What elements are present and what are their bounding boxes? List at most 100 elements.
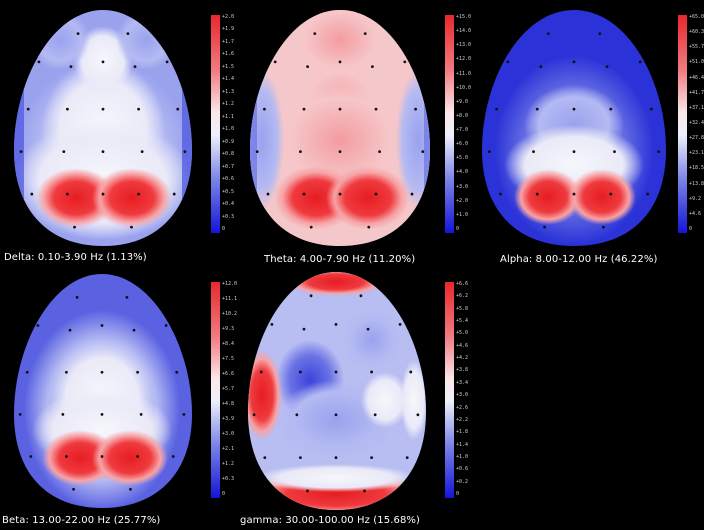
electrode-dot xyxy=(572,192,576,196)
electrode-dot xyxy=(101,192,105,196)
colorbar-tick-label: +7.0 xyxy=(456,127,469,134)
electrode-dot xyxy=(255,150,259,154)
colorbar-tick-label: +65.0 xyxy=(689,14,704,20)
colorbar-tick-label: +3.0 xyxy=(456,392,469,399)
colorbar-tick-label: +0.7 xyxy=(222,163,235,170)
beta-colorbar xyxy=(211,282,220,498)
electrode-dot xyxy=(338,192,342,196)
electrode-dot xyxy=(36,324,40,327)
colorbar-tick-label: +2.6 xyxy=(456,404,469,411)
colorbar-tick-label: +2.0 xyxy=(222,14,235,20)
electrode-dot xyxy=(29,455,33,458)
colorbar-tick-label: +1.4 xyxy=(222,76,235,83)
electrode-dot xyxy=(302,327,306,331)
electrode-dot xyxy=(130,225,133,229)
colorbar-tick-label: +0.4 xyxy=(222,201,235,208)
colorbar-tick-label: +1.0 xyxy=(456,453,469,460)
electrode-dot xyxy=(19,150,23,154)
electrode-dot xyxy=(37,60,41,64)
electrode-dot xyxy=(367,225,371,229)
theta-topomap xyxy=(250,10,430,246)
colorbar-tick-label: +6.6 xyxy=(456,281,469,287)
electrode-dot xyxy=(370,456,373,460)
electrode-dot xyxy=(649,107,653,111)
colorbar-tick-label: +0.6 xyxy=(222,176,235,183)
electrode-dot xyxy=(363,489,366,493)
colorbar-tick-label: +1.0 xyxy=(222,126,235,133)
colorbar-tick-label: +32.4 xyxy=(689,120,704,126)
electrode-dot xyxy=(374,192,378,196)
electrode-dot xyxy=(66,192,69,196)
colorbar-tick-label: +4.2 xyxy=(456,355,469,362)
colorbar-tick-label: +3.9 xyxy=(222,416,235,422)
electrode-dot xyxy=(572,107,576,111)
electrode-dot xyxy=(338,107,342,111)
colorbar-tick-label: +0.3 xyxy=(222,476,235,482)
alpha-caption: Alpha: 8.00-12.00 Hz (46.22%) xyxy=(500,254,658,265)
electrode-dot xyxy=(171,455,175,458)
colorbar-tick-label: 0 xyxy=(456,226,460,232)
electrode-dot xyxy=(338,150,342,154)
colorbar-tick-label: +23.1 xyxy=(689,150,704,157)
electrode-dot xyxy=(373,413,377,417)
colorbar-tick-label: +9.2 xyxy=(689,195,702,202)
electrode-dot xyxy=(73,225,76,229)
colorbar-tick-label: +4.6 xyxy=(689,210,702,217)
electrode-dot xyxy=(137,192,141,196)
alpha-topomap xyxy=(482,10,666,246)
electrode-dot xyxy=(638,60,642,64)
electrode-dot xyxy=(371,65,374,69)
electrode-dot xyxy=(136,370,140,374)
colorbar-tick-label: 0 xyxy=(222,491,226,497)
electrode-dot xyxy=(543,225,546,229)
electrode-dot xyxy=(182,413,186,416)
colorbar-tick-label: +9.0 xyxy=(456,98,469,105)
electrode-dot xyxy=(72,487,75,491)
electrode-dot xyxy=(133,65,137,69)
colorbar-tick-label: +6.2 xyxy=(456,293,469,300)
colorbar-tick-label: +12.0 xyxy=(222,281,238,287)
electrode-dot xyxy=(506,60,510,64)
electrode-dot xyxy=(334,413,338,417)
electrode-dot xyxy=(30,192,34,196)
delta-colorbar-ticks: +2.0 +1.9 +1.7 +1.6 +1.5 +1.4 +1.3 +1.2 +1.1 +1.0… xyxy=(222,15,244,233)
electrode-dot xyxy=(263,456,267,460)
theta-colorbar-ticks: +15.0 +14.0 +13.0 +12.0 +11.0 +10.0 +9.0 +8.0 +7… xyxy=(456,15,478,233)
electrode-dot xyxy=(66,107,69,111)
electrode-dot xyxy=(410,192,414,196)
electrode-dot xyxy=(306,65,309,69)
colorbar-tick-label: +7.5 xyxy=(222,356,235,362)
electrode-dot xyxy=(61,413,65,416)
electrode-dot xyxy=(405,456,409,460)
colorbar-tick-label: +27.8 xyxy=(689,135,704,142)
beta-colorbar-ticks: +12.0 +11.1 +10.2 +9.3 +8.4 +7.5 +6.6 +5.7 +4.8 +… xyxy=(222,282,244,498)
colorbar-tick-label: +14.0 xyxy=(456,28,472,35)
colorbar-tick-label: +4.6 xyxy=(456,342,469,349)
electrode-dot xyxy=(398,322,402,326)
electrode-dot xyxy=(76,32,80,35)
theta-colorbar xyxy=(445,15,454,233)
electrode-dot xyxy=(164,324,168,327)
colorbar-tick-label: +10.0 xyxy=(456,84,472,91)
electrode-dot xyxy=(65,455,68,458)
electrode-dot xyxy=(370,370,373,374)
electrode-dot xyxy=(572,60,576,64)
colorbar-tick-label: +15.0 xyxy=(456,14,472,20)
theta-caption: Theta: 4.00-7.90 Hz (11.20%) xyxy=(264,254,416,265)
electrode-dot xyxy=(374,107,378,111)
colorbar-tick-label: +13.8 xyxy=(689,180,704,187)
colorbar-tick-label: +18.5 xyxy=(689,165,704,172)
electrode-dot xyxy=(136,455,140,458)
electrode-dot xyxy=(602,225,605,229)
colorbar-tick-label: +0.8 xyxy=(222,151,235,158)
colorbar-tick-label: +37.1 xyxy=(689,104,704,111)
electrode-dot xyxy=(414,107,417,111)
colorbar-tick-label: +1.3 xyxy=(222,88,235,95)
electrode-dot xyxy=(378,150,381,154)
colorbar-tick-label: +1.5 xyxy=(222,63,235,70)
electrode-dot xyxy=(609,192,613,196)
electrode-dot xyxy=(252,413,256,417)
colorbar-tick-label: +4.8 xyxy=(222,401,235,407)
colorbar-tick-label: +2.2 xyxy=(456,416,469,423)
